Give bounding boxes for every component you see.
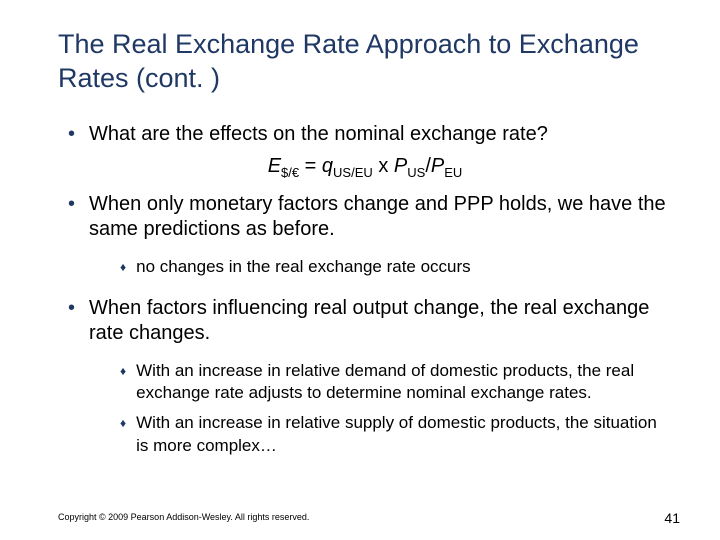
eq-E: E (268, 155, 281, 177)
bullet-2a-text: no changes in the real exchange rate occ… (136, 256, 672, 278)
eq-P1: P (394, 155, 407, 177)
slide-title: The Real Exchange Rate Approach to Excha… (58, 28, 672, 96)
bullet-dot-icon: • (68, 122, 75, 147)
bullet-2a: ♦ no changes in the real exchange rate o… (120, 256, 672, 279)
bullet-2: • When only monetary factors change and … (68, 192, 672, 242)
eq-equals: = (299, 155, 322, 177)
eq-q-sub: US/EU (333, 165, 373, 180)
bullet-1: • What are the effects on the nominal ex… (68, 122, 672, 147)
bullet-3b-text: With an increase in relative supply of d… (136, 412, 672, 456)
diamond-icon: ♦ (120, 360, 126, 383)
bullet-1-text: What are the effects on the nominal exch… (89, 122, 672, 147)
bullet-3b: ♦ With an increase in relative supply of… (120, 412, 672, 456)
eq-E-sub: $/€ (281, 165, 299, 180)
diamond-icon: ♦ (120, 256, 126, 279)
eq-P1-sub: US (407, 165, 425, 180)
bullet-2-text: When only monetary factors change and PP… (89, 192, 672, 242)
eq-P2: P (431, 155, 444, 177)
bullet-3a: ♦ With an increase in relative demand of… (120, 360, 672, 404)
copyright-text: Copyright © 2009 Pearson Addison-Wesley.… (58, 512, 309, 522)
bullet-3: • When factors influencing real output c… (68, 296, 672, 346)
eq-P2-sub: EU (444, 165, 462, 180)
diamond-icon: ♦ (120, 412, 126, 435)
bullet-3a-text: With an increase in relative demand of d… (136, 360, 672, 404)
bullet-dot-icon: • (68, 192, 75, 217)
bullet-dot-icon: • (68, 296, 75, 321)
page-number: 41 (664, 510, 680, 526)
equation: E$/€ = qUS/EU x PUS/PEU (58, 155, 672, 180)
bullet-3-text: When factors influencing real output cha… (89, 296, 672, 346)
eq-q: q (322, 155, 333, 177)
eq-x: x (373, 155, 394, 177)
